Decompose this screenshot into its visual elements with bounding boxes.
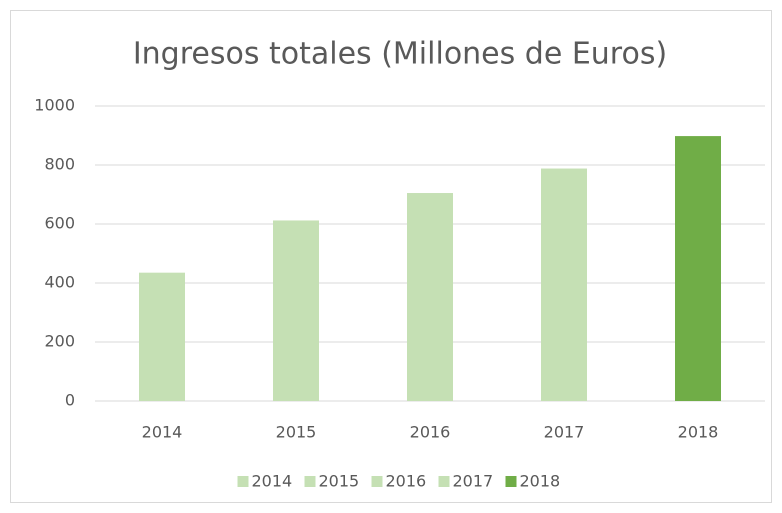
y-tick-label: 1000 — [34, 96, 75, 115]
y-tick-label: 400 — [44, 273, 75, 292]
chart-title: Ingresos totales (Millones de Euros) — [133, 37, 667, 72]
legend-label: 2018 — [520, 472, 561, 491]
legend-label: 2014 — [252, 472, 293, 491]
legend-label: 2017 — [453, 472, 494, 491]
bar — [273, 220, 319, 401]
bar — [139, 272, 185, 401]
y-tick-label: 800 — [44, 155, 75, 174]
x-tick-label: 2018 — [678, 423, 719, 442]
y-tick-label: 0 — [65, 391, 75, 410]
bar — [541, 168, 587, 401]
x-tick-label: 2017 — [544, 423, 585, 442]
legend-label: 2015 — [319, 472, 360, 491]
y-tick-label: 600 — [44, 214, 75, 233]
legend-swatch — [505, 476, 517, 487]
bar — [675, 136, 721, 401]
bar — [407, 193, 453, 401]
legend-swatch — [304, 476, 316, 487]
y-tick-label: 200 — [44, 332, 75, 351]
x-tick-label: 2016 — [410, 423, 451, 442]
x-tick-label: 2015 — [276, 423, 317, 442]
legend-swatch — [438, 476, 450, 487]
legend-label: 2016 — [386, 472, 427, 491]
x-tick-label: 2014 — [142, 423, 183, 442]
legend-swatch — [237, 476, 249, 487]
legend-swatch — [371, 476, 383, 487]
chart-frame — [10, 10, 772, 503]
